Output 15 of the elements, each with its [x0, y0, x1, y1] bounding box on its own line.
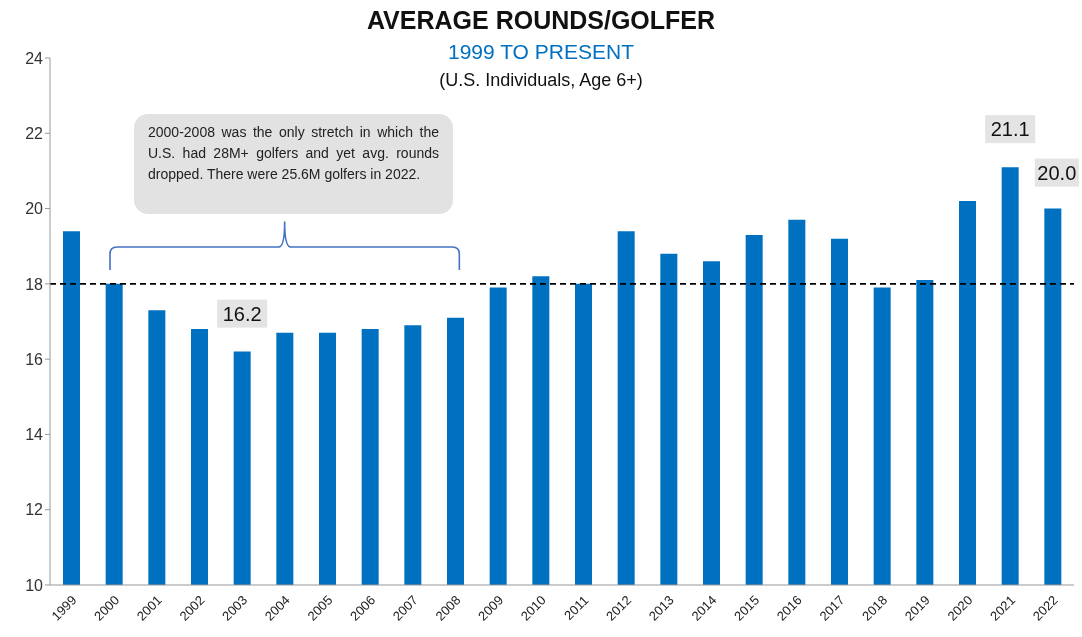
y-tick-label: 10	[25, 576, 44, 594]
annotation: (U.S. Individuals, Age 6+)	[438, 70, 644, 91]
y-tick-label: 12	[25, 501, 44, 519]
data-label: 20.0	[1037, 161, 1077, 184]
data-label: 21.1	[990, 118, 1030, 141]
chart-subtitle: 1999 TO PRESENT	[448, 40, 634, 63]
annotation: 2000-2008 was the only stretch in which the U.S. had 28M+ golfers and yet avg. rounds dropped. There were 25.6M golfers in 2022.	[147, 123, 440, 184]
data-label: 16.2	[222, 302, 262, 325]
y-tick-label: 20	[25, 200, 44, 218]
y-tick-label: 22	[25, 124, 44, 142]
y-tick-label: 16	[25, 350, 44, 368]
y-tick-label: 18	[25, 275, 44, 293]
y-tick-label: 24	[25, 49, 44, 67]
chart-title: AVERAGE ROUNDS/GOLFER	[365, 6, 717, 35]
y-tick-label: 14	[25, 426, 44, 444]
